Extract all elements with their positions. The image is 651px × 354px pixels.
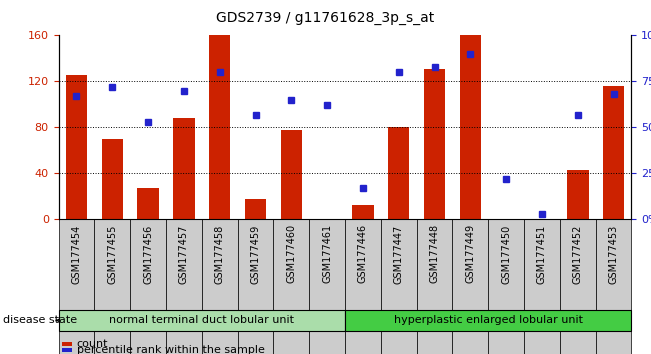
Bar [102,139,123,219]
Bar [452,219,488,354]
Bar [209,35,230,219]
Bar [281,130,302,219]
Bar [381,219,417,354]
Bar [388,127,409,219]
Bar [345,219,381,354]
Bar [603,86,624,219]
Text: GDS2739 / g11761628_3p_s_at: GDS2739 / g11761628_3p_s_at [216,11,435,25]
Text: percentile rank within the sample: percentile rank within the sample [77,345,265,354]
Text: hyperplastic enlarged lobular unit: hyperplastic enlarged lobular unit [394,315,583,325]
Bar [166,219,202,354]
Text: disease state: disease state [3,315,77,325]
Bar [417,219,452,354]
Bar [59,219,94,354]
Bar [424,69,445,219]
Bar [173,118,195,219]
Bar [202,219,238,354]
Bar [488,219,524,354]
Bar [273,219,309,354]
Bar [66,74,87,219]
Bar [567,170,589,219]
Text: count: count [77,339,108,349]
Bar [524,219,560,354]
Bar [560,219,596,354]
Bar [130,219,166,354]
Bar [245,199,266,219]
Bar [309,219,345,354]
Bar [238,219,273,354]
Bar [94,219,130,354]
Bar [596,219,631,354]
Bar [352,205,374,219]
Text: normal terminal duct lobular unit: normal terminal duct lobular unit [109,315,294,325]
Bar [137,188,159,219]
Bar [460,35,481,219]
